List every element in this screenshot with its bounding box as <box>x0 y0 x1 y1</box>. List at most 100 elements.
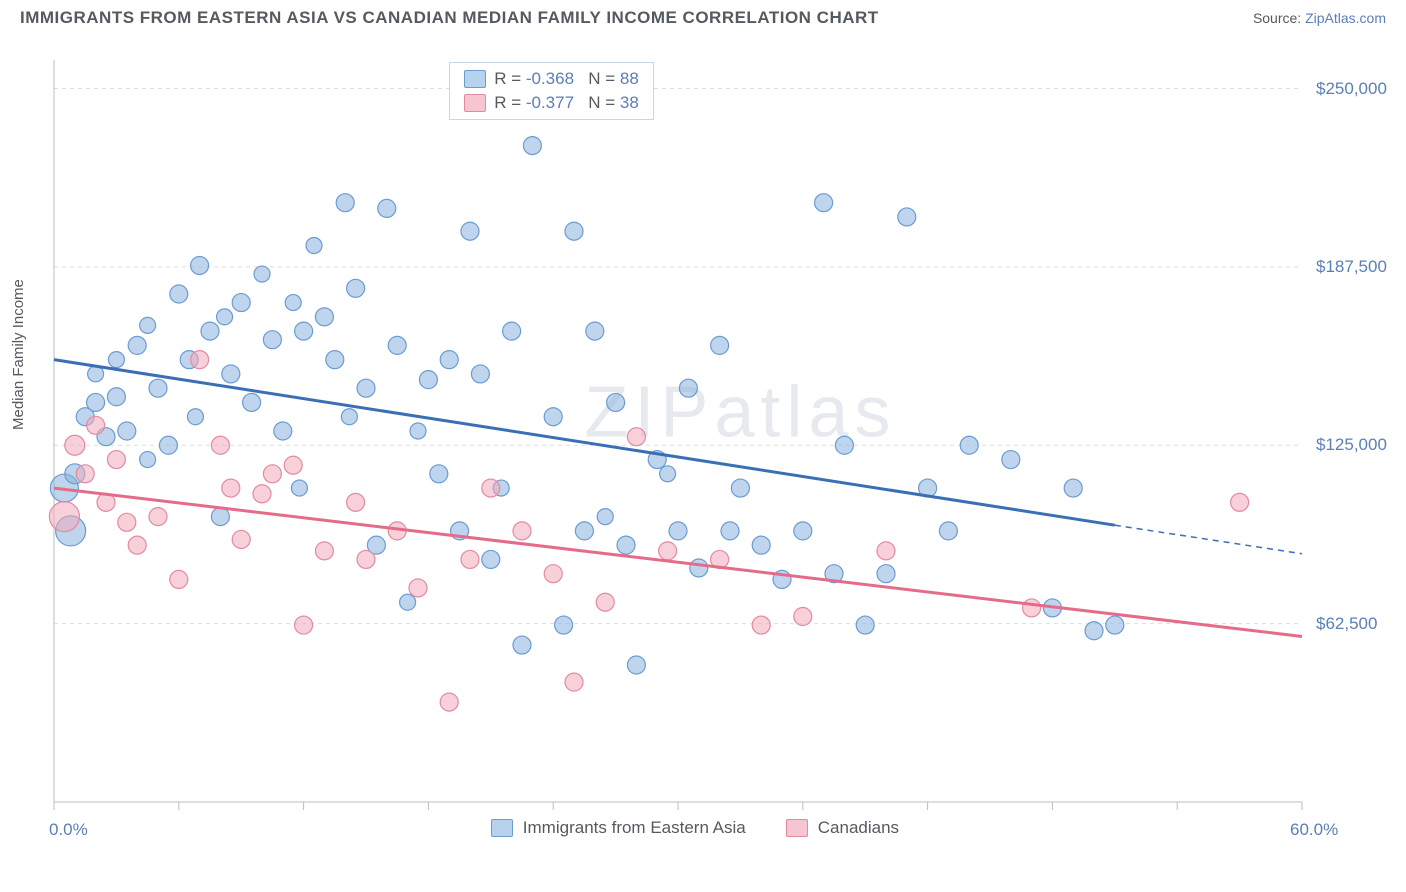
data-point <box>326 351 344 369</box>
data-point <box>222 479 240 497</box>
data-point <box>523 137 541 155</box>
trend-line <box>54 488 1302 636</box>
source-label: Source: <box>1253 10 1305 26</box>
data-point <box>347 493 365 511</box>
data-point <box>617 536 635 554</box>
data-point <box>565 673 583 691</box>
data-point <box>87 393 105 411</box>
data-point <box>565 222 583 240</box>
data-point <box>107 388 125 406</box>
y-axis-label: Median Family Income <box>10 279 27 430</box>
data-point <box>347 279 365 297</box>
data-point <box>211 508 229 526</box>
data-point <box>898 208 916 226</box>
data-point <box>315 542 333 560</box>
data-point <box>597 509 613 525</box>
legend-row: R = -0.377 N = 38 <box>464 91 639 115</box>
data-point <box>232 530 250 548</box>
data-point <box>440 693 458 711</box>
data-point <box>291 480 307 496</box>
data-point <box>461 222 479 240</box>
data-point <box>118 422 136 440</box>
data-point <box>419 371 437 389</box>
data-point <box>1002 451 1020 469</box>
data-point <box>285 295 301 311</box>
series-legend: Immigrants from Eastern Asia Canadians <box>491 818 899 838</box>
data-point <box>690 559 708 577</box>
data-point <box>752 616 770 634</box>
data-point <box>877 565 895 583</box>
data-point <box>357 379 375 397</box>
data-point <box>586 322 604 340</box>
source-attribution: Source: ZipAtlas.com <box>1253 10 1386 26</box>
y-tick-label: $125,000 <box>1316 435 1387 455</box>
data-point <box>596 593 614 611</box>
data-point <box>721 522 739 540</box>
data-point <box>191 256 209 274</box>
data-point <box>107 451 125 469</box>
chart-title: IMMIGRANTS FROM EASTERN ASIA VS CANADIAN… <box>20 8 879 28</box>
data-point <box>1064 479 1082 497</box>
data-point <box>170 285 188 303</box>
legend-label: Immigrants from Eastern Asia <box>523 818 746 838</box>
data-point <box>222 365 240 383</box>
data-point <box>159 436 177 454</box>
data-point <box>794 608 812 626</box>
data-point <box>128 536 146 554</box>
data-point <box>1023 599 1041 617</box>
data-point <box>544 408 562 426</box>
data-point <box>482 479 500 497</box>
data-point <box>669 522 687 540</box>
data-point <box>274 422 292 440</box>
legend-row: R = -0.368 N = 88 <box>464 67 639 91</box>
data-point <box>378 199 396 217</box>
data-point <box>410 423 426 439</box>
data-point <box>187 409 203 425</box>
data-point <box>217 309 233 325</box>
data-point <box>341 409 357 425</box>
data-point <box>306 238 322 254</box>
data-point <box>284 456 302 474</box>
data-point <box>232 294 250 312</box>
data-point <box>87 416 105 434</box>
correlation-chart: ZIPatlas <box>48 50 1388 820</box>
data-point <box>149 379 167 397</box>
legend-item: Canadians <box>786 818 899 838</box>
legend-swatch <box>464 70 486 88</box>
data-point <box>1231 493 1249 511</box>
data-point <box>440 351 458 369</box>
source-link[interactable]: ZipAtlas.com <box>1305 10 1386 26</box>
data-point <box>877 542 895 560</box>
y-tick-label: $62,500 <box>1316 614 1377 634</box>
data-point <box>357 550 375 568</box>
data-point <box>76 465 94 483</box>
y-tick-label: $187,500 <box>1316 257 1387 277</box>
legend-stats: R = -0.368 N = 88 <box>494 67 639 91</box>
data-point <box>140 317 156 333</box>
data-point <box>660 466 676 482</box>
data-point <box>65 435 85 455</box>
x-min-label: 0.0% <box>49 820 88 840</box>
data-point <box>960 436 978 454</box>
data-point <box>503 322 521 340</box>
data-point <box>752 536 770 554</box>
data-point <box>128 336 146 354</box>
data-point <box>1085 622 1103 640</box>
data-point <box>856 616 874 634</box>
legend-item: Immigrants from Eastern Asia <box>491 818 746 838</box>
data-point <box>482 550 500 568</box>
data-point <box>201 322 219 340</box>
correlation-legend: R = -0.368 N = 88R = -0.377 N = 38 <box>449 62 654 120</box>
data-point <box>679 379 697 397</box>
data-point <box>835 436 853 454</box>
data-point <box>170 570 188 588</box>
y-tick-label: $250,000 <box>1316 79 1387 99</box>
data-point <box>555 616 573 634</box>
data-point <box>295 322 313 340</box>
legend-stats: R = -0.377 N = 38 <box>494 91 639 115</box>
data-point <box>149 508 167 526</box>
data-point <box>263 331 281 349</box>
data-point <box>659 542 677 560</box>
data-point <box>794 522 812 540</box>
data-point <box>243 393 261 411</box>
